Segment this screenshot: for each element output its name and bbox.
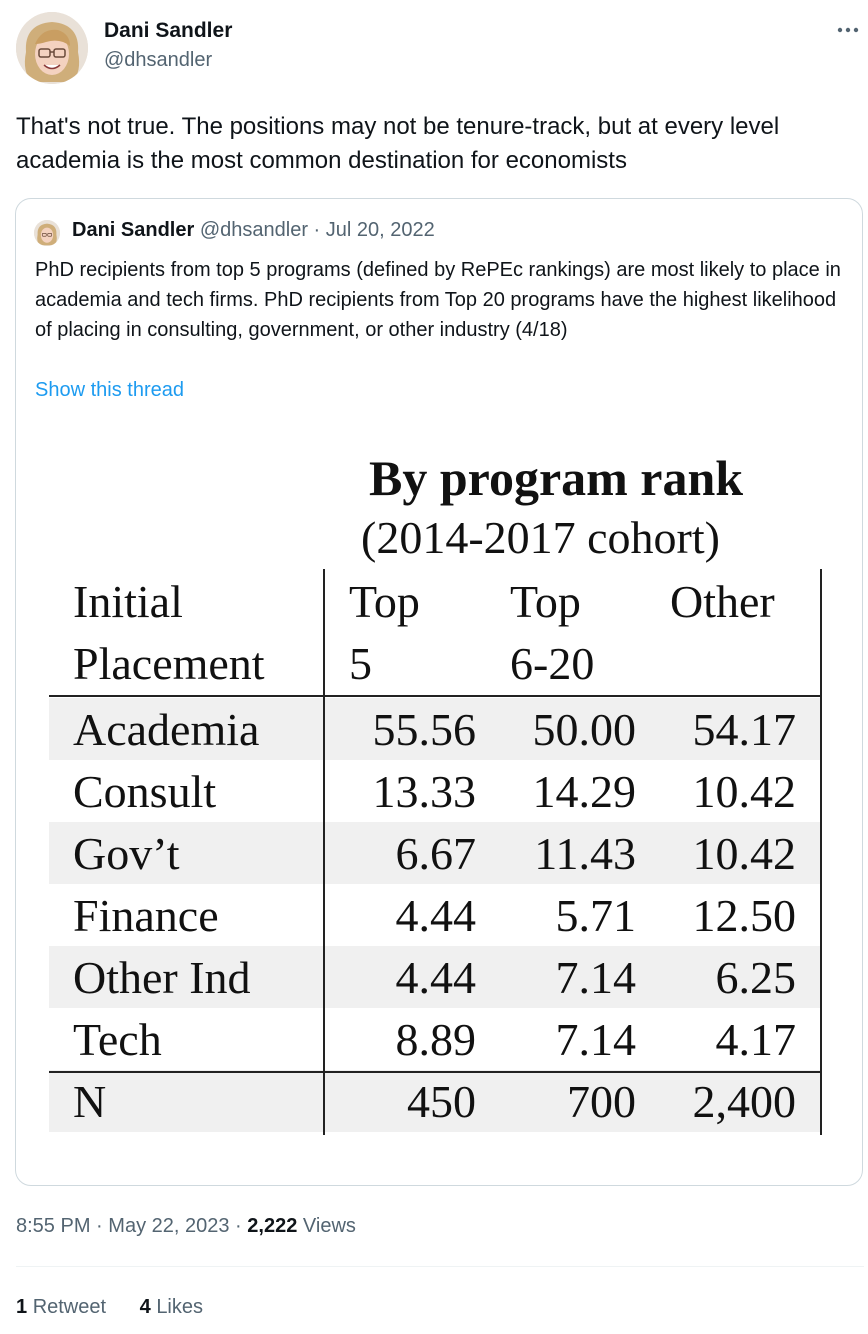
table-row-label: Other Ind — [73, 952, 251, 1003]
retweets-stat[interactable]: 1 Retweet — [16, 1296, 112, 1318]
avatar-illustration — [34, 220, 60, 246]
row-band — [49, 698, 822, 760]
tweet-stats: 1 Retweet 4 Likes — [16, 1296, 231, 1319]
col-header-top5-line2: 5 — [349, 638, 372, 689]
tweet-time[interactable]: 8:55 PM — [16, 1215, 91, 1237]
views-label: Views — [302, 1215, 356, 1237]
table-cell-value: 6.25 — [715, 952, 797, 1003]
avatar-illustration — [16, 12, 88, 84]
views-count: 2,222 — [247, 1215, 298, 1237]
table-row-label: Tech — [73, 1014, 162, 1065]
row-header-line2: Placement — [73, 638, 265, 689]
retweets-count: 1 — [16, 1296, 28, 1318]
table-cell-value: 50.00 — [532, 704, 637, 755]
likes-stat[interactable]: 4 Likes — [140, 1296, 203, 1318]
author-name[interactable]: Dani Sandler — [104, 19, 233, 42]
table-cell-value: 4.17 — [715, 1014, 797, 1065]
header-separator: · — [313, 219, 321, 241]
table-footer-value: 2,400 — [692, 1076, 797, 1127]
table-subtitle: (2014-2017 cohort) — [361, 512, 720, 563]
table-row-label: Consult — [73, 766, 217, 817]
quoted-author-handle: @dhsandler — [199, 219, 308, 241]
table-cell-value: 11.43 — [534, 828, 636, 879]
col-header-other-line1: Other — [670, 576, 775, 627]
placement-table-figure: By program rank (2014-2017 cohort) Initi… — [16, 429, 862, 1169]
col-header-top620-line1: Top — [510, 576, 581, 627]
table-cell-value: 12.50 — [692, 890, 797, 941]
tweet-date[interactable]: May 22, 2023 — [108, 1215, 230, 1237]
table-footer-value: 700 — [567, 1076, 636, 1127]
quoted-author-avatar — [34, 220, 60, 246]
quoted-author-name: Dani Sandler — [72, 219, 195, 241]
quoted-tweet-text: PhD recipients from top 5 programs (defi… — [35, 259, 841, 341]
likes-count: 4 — [139, 1296, 151, 1318]
table-cell-value: 55.56 — [372, 704, 477, 755]
more-horizontal-icon — [837, 27, 859, 33]
footer-rule — [49, 1071, 822, 1073]
meta-separator: · — [96, 1215, 103, 1237]
table-cell-value: 7.14 — [555, 1014, 637, 1065]
table-cell-value: 4.44 — [395, 890, 477, 941]
table-cell-value: 7.14 — [555, 952, 637, 1003]
column-divider — [323, 569, 325, 1135]
quoted-tweet-header: Dani Sandler @dhsandler · Jul 20, 2022 — [72, 219, 435, 242]
more-options-button[interactable] — [834, 20, 862, 40]
table-title: By program rank — [369, 450, 744, 506]
table-cell-value: 5.71 — [555, 890, 637, 941]
show-thread-link[interactable]: Show this thread — [35, 379, 184, 401]
col-header-top5-line1: Top — [349, 576, 420, 627]
quoted-tweet-date: Jul 20, 2022 — [325, 219, 435, 241]
tweet-text: That's not true. The positions may not b… — [16, 113, 780, 174]
table-cell-value: 10.42 — [692, 766, 797, 817]
header-rule — [49, 695, 822, 697]
table-cell-value: 54.17 — [692, 704, 797, 755]
table-cell-value: 6.67 — [395, 828, 477, 879]
row-band — [49, 822, 822, 884]
table-cell-value: 14.29 — [532, 766, 637, 817]
table-cell-value: 13.33 — [372, 766, 477, 817]
author-avatar[interactable] — [16, 12, 88, 84]
quoted-tweet-card[interactable]: Dani Sandler @dhsandler · Jul 20, 2022 P… — [15, 198, 863, 1186]
stats-divider — [16, 1266, 864, 1267]
tweet-meta: 8:55 PM · May 22, 2023 · 2,222 Views — [16, 1215, 356, 1238]
retweets-label: Retweet — [32, 1296, 107, 1318]
table-cell-value: 8.89 — [395, 1014, 477, 1065]
table-cell-value: 10.42 — [692, 828, 797, 879]
table-row-label: Academia — [73, 704, 260, 755]
meta-separator: · — [235, 1215, 242, 1237]
row-band — [49, 1070, 822, 1132]
table-row-label: Finance — [73, 890, 219, 941]
table-cell-value: 4.44 — [395, 952, 477, 1003]
row-band — [49, 946, 822, 1008]
col-header-top620-line2: 6-20 — [510, 638, 595, 689]
table-footer-value: 450 — [407, 1076, 476, 1127]
likes-label: Likes — [156, 1296, 204, 1318]
author-handle[interactable]: @dhsandler — [104, 49, 213, 71]
table-row-label: Gov’t — [73, 828, 180, 879]
table-right-border — [820, 569, 822, 1135]
table-footer-label: N — [73, 1076, 107, 1127]
row-header-line1: Initial — [73, 576, 183, 627]
